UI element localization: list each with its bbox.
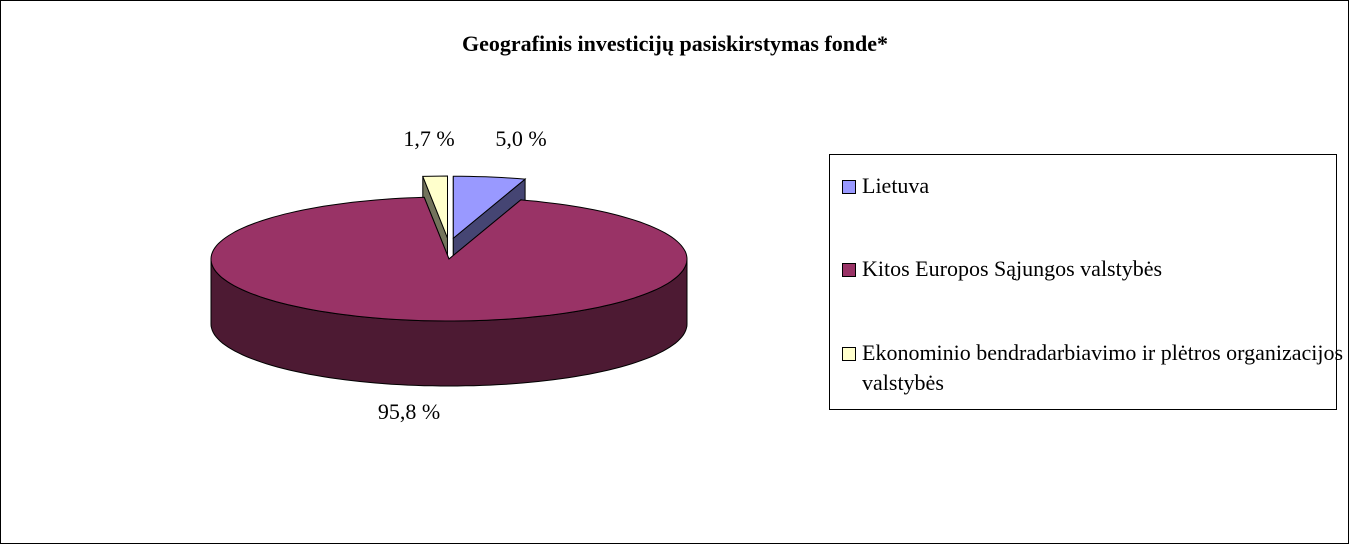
legend-swatch xyxy=(842,347,856,361)
slice-top xyxy=(452,175,527,240)
legend-item: Ekonominio bendradarbiavimo ir plėtros o… xyxy=(842,338,1349,398)
chart-title: Geografinis investicijų pasiskirstymas f… xyxy=(462,31,888,56)
data-label: 5,0 % xyxy=(495,126,546,151)
data-label: 1,7 % xyxy=(403,126,454,151)
slice-top xyxy=(210,196,688,322)
legend-swatch xyxy=(842,180,856,194)
legend-item: Lietuva xyxy=(842,171,1349,201)
legend-item: Kitos Europos Sąjungos valstybės xyxy=(842,254,1349,284)
slice-top xyxy=(422,175,448,239)
legend-swatch xyxy=(842,263,856,277)
pie-slice xyxy=(210,196,688,387)
legend: Lietuva Kitos Europos Sąjungos valstybės E… xyxy=(829,154,1343,410)
data-label: 95,8 % xyxy=(378,399,440,424)
legend-label: Lietuva xyxy=(862,173,930,198)
legend-label: Kitos Europos Sąjungos valstybės xyxy=(862,256,1163,281)
legend-label: Ekonominio bendradarbiavimo ir plėtros o… xyxy=(862,340,1344,395)
